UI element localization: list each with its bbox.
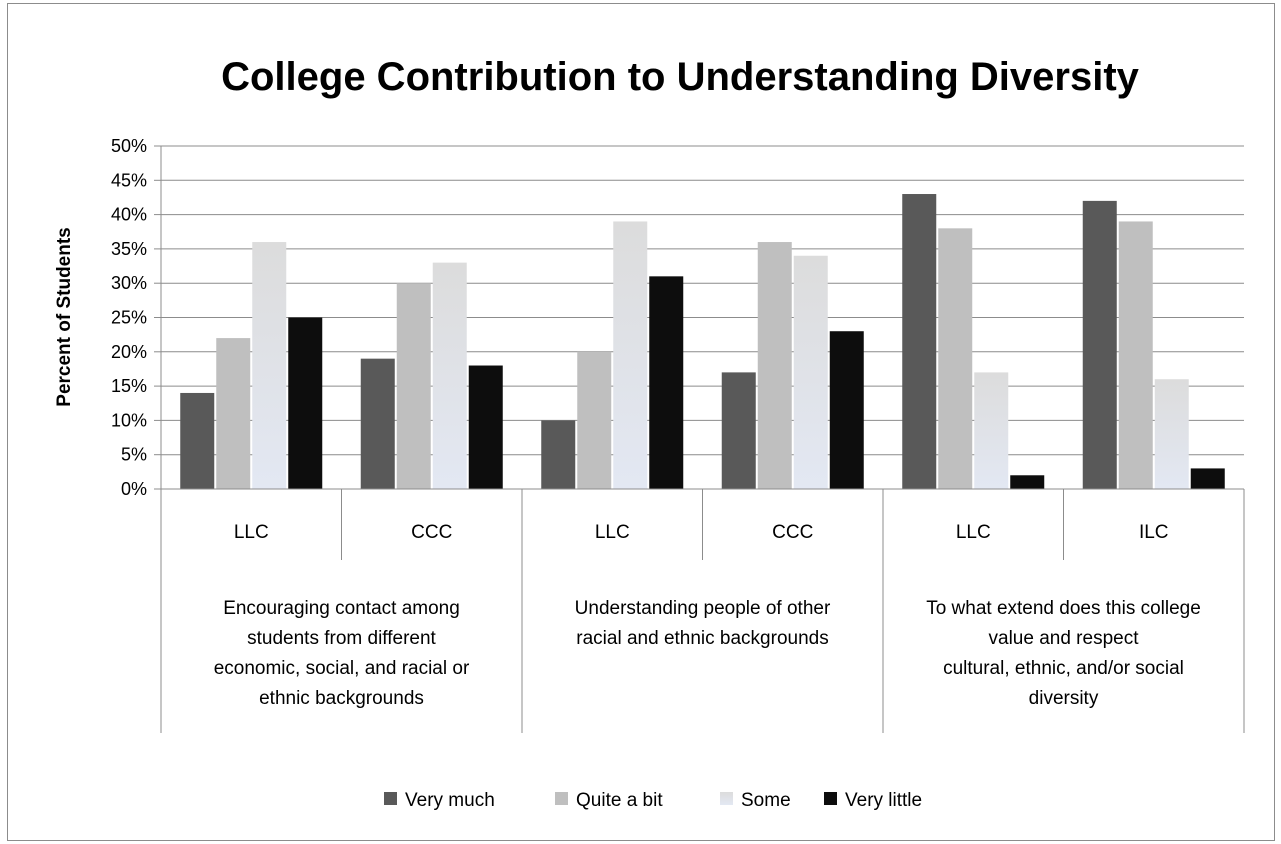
x-group-label-line: Understanding people of other (575, 598, 831, 619)
y-tick-label: 20% (111, 342, 147, 362)
x-category-label: LLC (956, 522, 991, 543)
x-category-label: LLC (595, 522, 630, 543)
bar-very-little (1191, 468, 1225, 489)
bar-very-much (180, 393, 214, 489)
x-category-label: ILC (1139, 522, 1169, 543)
legend-label: Some (741, 790, 791, 811)
bar-very-little (288, 318, 322, 490)
legend: Very much Quite a bit Some Very little (384, 790, 922, 811)
bar-very-little (469, 366, 503, 489)
bar-quite-a-bit (577, 352, 611, 489)
legend-swatch (555, 792, 568, 805)
y-tick-label: 30% (111, 273, 147, 293)
bar-very-little (830, 331, 864, 489)
x-category-label: LLC (234, 522, 269, 543)
y-tick-label: 5% (121, 445, 147, 465)
x-axis-groups: Encouraging contact among students from d… (214, 598, 1201, 709)
bar-quite-a-bit (216, 338, 250, 489)
bar-very-much (1083, 201, 1117, 489)
y-tick-label: 25% (111, 308, 147, 328)
legend-swatch (384, 792, 397, 805)
bar-some (433, 263, 467, 489)
x-group-label-line: students from different (247, 628, 436, 649)
y-axis-label: Percent of Students (54, 227, 75, 406)
bar-very-much (361, 359, 395, 489)
bar-very-little (1010, 475, 1044, 489)
x-group-label-line: economic, social, and racial or (214, 658, 470, 679)
bar-quite-a-bit (758, 242, 792, 489)
y-tick-label: 45% (111, 170, 147, 190)
x-category-label: CCC (772, 522, 813, 543)
y-tick-label: 40% (111, 205, 147, 225)
x-group-label-line: cultural, ethnic, and/or social (943, 658, 1184, 679)
x-group-label-line: diversity (1029, 688, 1099, 709)
x-group-label-line: To what extend does this college (926, 598, 1201, 619)
legend-label: Quite a bit (576, 790, 663, 811)
y-axis-ticks: 0% 5% 10% 15% 20% 25% 30% 35% 40% 45% 50% (111, 136, 147, 499)
legend-label: Very much (405, 790, 495, 811)
bar-some (613, 221, 647, 489)
bars (180, 194, 1225, 489)
chart-title: College Contribution to Understanding Di… (221, 55, 1140, 99)
legend-swatch (824, 792, 837, 805)
bar-some (974, 372, 1008, 489)
bar-very-much (902, 194, 936, 489)
y-tick-label: 50% (111, 136, 147, 156)
y-tick-label: 15% (111, 376, 147, 396)
legend-label: Very little (845, 790, 922, 811)
x-group-label-line: value and respect (989, 628, 1140, 649)
y-tick-label: 10% (111, 410, 147, 430)
bar-some (1155, 379, 1189, 489)
bar-very-little (649, 276, 683, 489)
bar-quite-a-bit (1119, 221, 1153, 489)
bar-some (794, 256, 828, 489)
legend-swatch (720, 792, 733, 805)
bar-some (252, 242, 286, 489)
bar-very-much (541, 420, 575, 489)
bar-quite-a-bit (397, 283, 431, 489)
x-axis-categories: LLC CCC LLC CCC LLC ILC (234, 522, 1169, 543)
y-tick-label: 0% (121, 479, 147, 499)
bar-very-much (722, 372, 756, 489)
x-group-label-line: ethnic backgrounds (259, 688, 424, 709)
x-group-label-line: Encouraging contact among (223, 598, 460, 619)
x-category-label: CCC (411, 522, 452, 543)
y-tick-label: 35% (111, 239, 147, 259)
bar-quite-a-bit (938, 228, 972, 489)
x-group-label-line: racial and ethnic backgrounds (576, 628, 828, 649)
